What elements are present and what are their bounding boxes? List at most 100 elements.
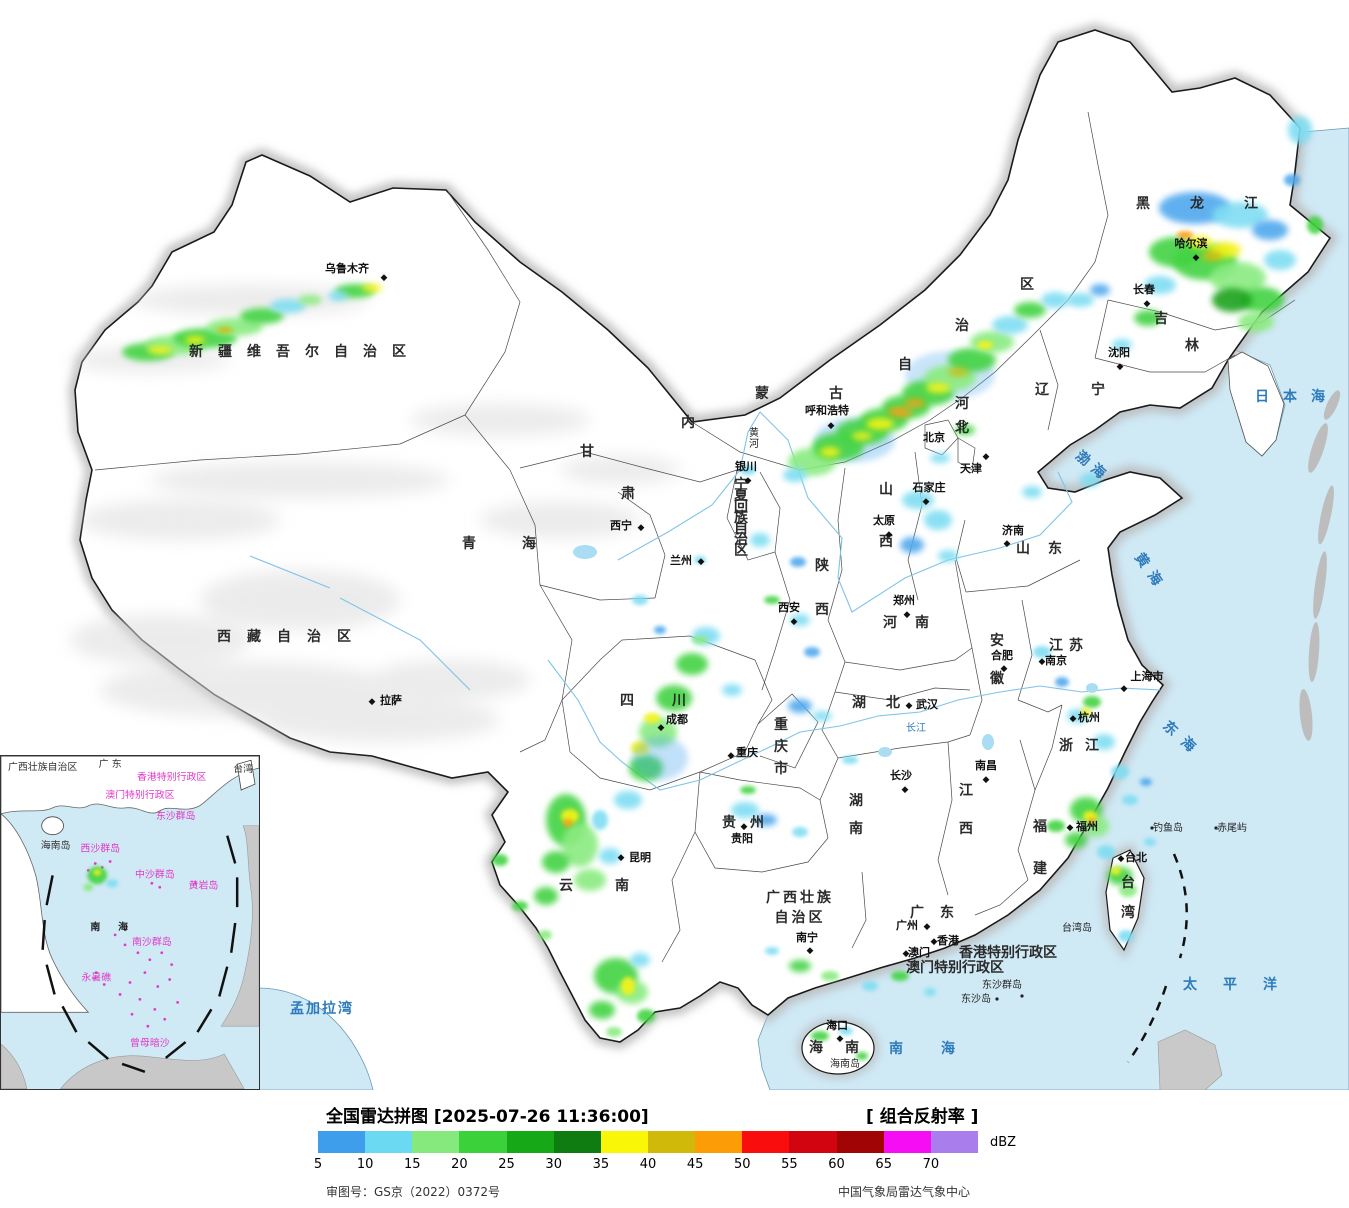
province-label: 西藏自治区 bbox=[217, 628, 367, 645]
city-label: 兰州 bbox=[670, 553, 692, 567]
city-label: 台北 bbox=[1125, 850, 1147, 864]
province-label: 山东 bbox=[1016, 540, 1080, 557]
inset-label: 南海 bbox=[90, 920, 146, 933]
island-dot bbox=[194, 881, 197, 885]
luzon-island bbox=[1157, 1029, 1223, 1090]
inset-nine-dash-line bbox=[41, 835, 239, 1074]
radar-echo bbox=[862, 981, 878, 991]
radar-echo bbox=[924, 988, 936, 996]
inset-label: 海南岛 bbox=[41, 839, 71, 852]
province-label: 内 bbox=[681, 414, 695, 431]
province-label: 重庆市 bbox=[774, 716, 788, 777]
radar-echo bbox=[900, 537, 924, 553]
province-label: 治 bbox=[955, 317, 969, 334]
island-dot bbox=[128, 981, 132, 984]
radar-echo bbox=[1288, 116, 1312, 144]
island-label: 台湾岛 bbox=[1062, 921, 1092, 934]
radar-echo bbox=[574, 869, 606, 891]
legend-swatch-40 bbox=[647, 1131, 696, 1153]
credit-label: 中国气象局雷达气象中心 bbox=[838, 1185, 971, 1199]
radar-echo bbox=[970, 331, 1014, 353]
radar-echo bbox=[589, 1001, 615, 1019]
island-dot bbox=[108, 860, 112, 863]
legend-swatch-60 bbox=[836, 1131, 884, 1153]
radar-echo bbox=[792, 827, 808, 837]
city-marker: ◆ bbox=[791, 617, 798, 627]
province-label: 甘 bbox=[580, 443, 594, 460]
legend-tick-15: 15 bbox=[404, 1157, 421, 1172]
city-marker: ◆ bbox=[983, 452, 990, 462]
dbz-colorbar bbox=[318, 1131, 978, 1153]
radar-echo bbox=[1210, 262, 1266, 294]
radar-echo bbox=[1118, 930, 1134, 942]
city-marker: ◆ bbox=[983, 775, 990, 785]
city-label: 石家庄 bbox=[912, 480, 946, 494]
radar-echo bbox=[1081, 708, 1091, 716]
radar-echo bbox=[538, 930, 552, 940]
radar-echo bbox=[789, 960, 811, 972]
china-landmass bbox=[74, 29, 1332, 1075]
radar-echo bbox=[765, 947, 779, 955]
city-marker: ◆ bbox=[837, 1034, 844, 1044]
radar-echo bbox=[632, 736, 688, 780]
radar-echo bbox=[1140, 778, 1152, 786]
legend-tick-20: 20 bbox=[451, 1157, 468, 1172]
radar-echo bbox=[656, 685, 692, 711]
island-dot bbox=[113, 933, 117, 937]
dbz-unit-label: dBZ bbox=[990, 1135, 1017, 1150]
island-dot bbox=[138, 998, 142, 1001]
radar-echo bbox=[1097, 845, 1115, 859]
radar-echo bbox=[614, 791, 642, 809]
radar-echo bbox=[1188, 236, 1212, 248]
island-dot bbox=[995, 997, 999, 1001]
legend-swatch-65 bbox=[883, 1131, 931, 1153]
legend-tick-50: 50 bbox=[734, 1157, 751, 1172]
radar-echo bbox=[812, 711, 832, 721]
radar-echo bbox=[185, 336, 205, 344]
city-marker: ◆ bbox=[923, 497, 930, 507]
radar-echo bbox=[821, 971, 839, 981]
radar-echo bbox=[740, 786, 756, 794]
nine-dash-segment bbox=[45, 964, 56, 995]
legend-tick-65: 65 bbox=[875, 1157, 892, 1172]
rivers bbox=[249, 411, 1161, 791]
sea-label: 南海 bbox=[889, 1040, 993, 1057]
inset-label: 西沙群岛 bbox=[80, 842, 120, 855]
city-label: 乌鲁木齐 bbox=[325, 261, 370, 275]
radar-echo bbox=[790, 557, 806, 567]
radar-echo bbox=[852, 432, 872, 440]
city-marker: ◆ bbox=[1144, 299, 1151, 309]
radar-echo bbox=[692, 636, 708, 644]
city-marker: ◆ bbox=[904, 610, 911, 620]
legend-tick-70: 70 bbox=[922, 1157, 940, 1172]
city-label: 银川 bbox=[735, 459, 757, 473]
radar-echo bbox=[948, 348, 996, 372]
radar-echo-layer bbox=[122, 116, 1323, 1060]
island-dot bbox=[93, 862, 97, 865]
city-label: 长沙 bbox=[890, 768, 912, 782]
inset-borneo bbox=[59, 1053, 245, 1090]
city-label: 沈阳 bbox=[1108, 345, 1130, 359]
approval-number: 审图号：GS京（2022）0372号 bbox=[326, 1185, 500, 1199]
city-labels: ◆乌鲁木齐◆呼和浩特◎北京◆天津◆石家庄◆太原◆济南◆沈阳◆长春◆哈尔滨◆银川◆… bbox=[325, 236, 1208, 1044]
inset-taiwan bbox=[236, 759, 256, 791]
radar-echo bbox=[1144, 276, 1176, 294]
inset-label: 永暑礁 bbox=[81, 971, 111, 984]
legend-swatch-15 bbox=[412, 1131, 460, 1153]
province-label: 浙江 bbox=[1059, 737, 1111, 754]
radar-echo bbox=[630, 953, 650, 967]
legend-swatch-25 bbox=[506, 1131, 554, 1153]
radar-echo bbox=[328, 291, 348, 301]
island-dot bbox=[1020, 994, 1024, 998]
province-label: 贵州 bbox=[722, 814, 778, 831]
island-dot bbox=[168, 978, 172, 981]
island-dot bbox=[102, 983, 106, 986]
radar-echo bbox=[1112, 339, 1132, 351]
inset-label: 中沙群岛 bbox=[135, 867, 175, 880]
radar-echo bbox=[1093, 734, 1115, 750]
province-label: 陕西 bbox=[815, 557, 829, 618]
radar-echo bbox=[93, 869, 102, 876]
island-dot bbox=[136, 951, 140, 955]
legend-swatch-10 bbox=[365, 1131, 413, 1153]
